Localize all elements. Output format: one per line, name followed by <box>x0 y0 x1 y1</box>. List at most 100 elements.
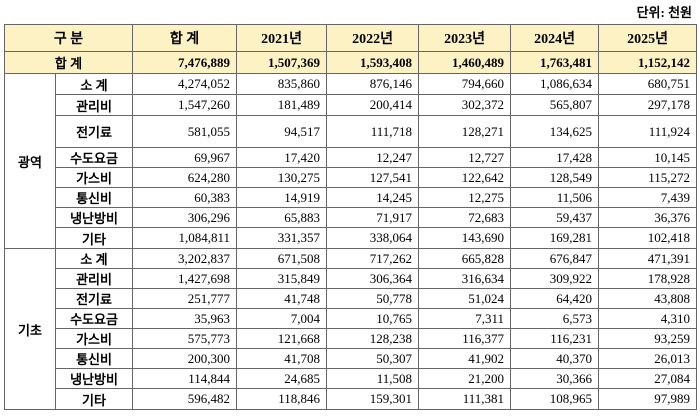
cell-value: 97,989 <box>598 388 698 410</box>
cell-value: 3,202,837 <box>132 248 238 269</box>
cell-value: 7,439 <box>598 187 698 208</box>
cell-value: 134,625 <box>510 115 600 148</box>
cell-value: 876,146 <box>326 73 420 95</box>
cell-value: 69,967 <box>132 147 238 168</box>
total-value: 1,593,408 <box>326 51 420 74</box>
cell-value: 302,372 <box>418 94 512 116</box>
data-row: 통신비 200,300 41,708 50,307 41,902 40,370 26,013 <box>5 348 698 369</box>
row-label: 통신비 <box>54 187 134 208</box>
data-row: 기타 1,084,811 331,357 338,064 143,690 169,281 1… <box>5 227 698 249</box>
cell-value: 108,965 <box>510 388 600 410</box>
cell-value: 4,274,052 <box>132 73 238 95</box>
cell-value: 102,418 <box>598 227 698 249</box>
row-label: 관리비 <box>54 268 134 289</box>
data-row: 냉난방비 306,296 65,883 71,917 72,683 59,437 36,37… <box>5 207 698 228</box>
cell-value: 115,272 <box>598 167 698 188</box>
cell-value: 36,376 <box>598 207 698 228</box>
cell-value: 6,573 <box>510 308 600 329</box>
header-cell: 구 분 <box>3 24 134 52</box>
cell-value: 10,765 <box>326 308 420 329</box>
cell-value: 111,924 <box>598 115 698 148</box>
row-label: 통신비 <box>54 348 134 369</box>
cell-value: 7,004 <box>236 308 328 329</box>
cell-value: 41,708 <box>236 348 328 369</box>
cell-value: 12,275 <box>418 187 512 208</box>
cell-value: 316,634 <box>418 268 512 289</box>
cell-value: 27,084 <box>598 368 698 389</box>
data-row: 전기료 581,055 94,517 111,718 128,271 134,625 111… <box>5 115 698 148</box>
cell-value: 338,064 <box>326 227 420 249</box>
cell-value: 116,377 <box>418 328 512 349</box>
cell-value: 835,860 <box>236 73 328 95</box>
data-row: 관리비 1,427,698 315,849 306,364 316,634 309,922… <box>5 268 698 289</box>
data-row: 가스비 575,773 121,668 128,238 116,377 116,231 93… <box>5 328 698 349</box>
total-value: 1,152,142 <box>598 51 698 74</box>
data-row: 수도요금 69,967 17,420 12,247 12,727 17,428 10,145 <box>5 147 698 168</box>
cell-value: 111,381 <box>418 388 512 410</box>
cell-value: 1,084,811 <box>132 227 238 249</box>
cell-value: 178,928 <box>598 268 698 289</box>
cell-value: 306,364 <box>326 268 420 289</box>
row-label: 관리비 <box>54 94 134 116</box>
cell-value: 794,660 <box>418 73 512 95</box>
data-row: 수도요금 35,963 7,004 10,765 7,311 6,573 4,310 <box>5 308 698 329</box>
cell-value: 251,777 <box>132 288 238 309</box>
total-value: 1,763,481 <box>510 51 600 74</box>
cell-value: 11,506 <box>510 187 600 208</box>
cell-value: 114,844 <box>132 368 238 389</box>
row-label: 기타 <box>54 227 134 249</box>
cell-value: 671,508 <box>236 248 328 269</box>
cell-value: 118,846 <box>236 388 328 410</box>
header-cell: 2022년 <box>326 24 420 52</box>
data-row: 전기료 251,777 41,748 50,778 51,024 64,420 43,808 <box>5 288 698 309</box>
cell-value: 7,311 <box>418 308 512 329</box>
cell-value: 26,013 <box>598 348 698 369</box>
row-label: 소 계 <box>54 248 134 269</box>
cell-value: 309,922 <box>510 268 600 289</box>
group-label: 기초 <box>4 248 56 410</box>
cell-value: 17,420 <box>236 147 328 168</box>
cell-value: 94,517 <box>236 115 328 148</box>
total-row: 합 계 7,476,889 1,507,369 1,593,408 1,460,489 1… <box>3 51 698 74</box>
cell-value: 40,370 <box>510 348 600 369</box>
cell-value: 12,727 <box>418 147 512 168</box>
group-label: 광역 <box>4 73 56 249</box>
cell-value: 665,828 <box>418 248 512 269</box>
cell-value: 11,508 <box>326 368 420 389</box>
cell-value: 315,849 <box>236 268 328 289</box>
cell-value: 122,642 <box>418 167 512 188</box>
cell-value: 1,086,634 <box>510 73 600 95</box>
cell-value: 143,690 <box>418 227 512 249</box>
cell-value: 14,245 <box>326 187 420 208</box>
cell-value: 121,668 <box>236 328 328 349</box>
cell-value: 116,231 <box>510 328 600 349</box>
data-row: 관리비 1,547,260 181,489 200,414 302,372 565,807… <box>5 94 698 116</box>
cell-value: 64,420 <box>510 288 600 309</box>
cell-value: 4,310 <box>598 308 698 329</box>
cell-value: 10,145 <box>598 147 698 168</box>
cell-value: 71,917 <box>326 207 420 228</box>
data-row: 광역 소 계 4,274,052 835,860 876,146 794,660 1,086… <box>4 73 698 249</box>
cell-value: 128,271 <box>418 115 512 148</box>
cell-value: 130,275 <box>236 167 328 188</box>
cell-value: 596,482 <box>132 388 238 410</box>
data-row: 냉난방비 114,844 24,685 11,508 21,200 30,366 27,08… <box>5 368 698 389</box>
cell-value: 676,847 <box>510 248 600 269</box>
header-cell: 합 계 <box>132 24 238 52</box>
cell-value: 43,808 <box>598 288 698 309</box>
cell-value: 1,547,260 <box>132 94 238 116</box>
row-label: 냉난방비 <box>54 207 134 228</box>
cell-value: 297,178 <box>598 94 698 116</box>
row-label: 수도요금 <box>54 308 134 329</box>
cell-value: 1,427,698 <box>132 268 238 289</box>
cell-value: 200,414 <box>326 94 420 116</box>
cell-value: 471,391 <box>598 248 698 269</box>
cell-value: 30,366 <box>510 368 600 389</box>
data-row: 기타 596,482 118,846 159,301 111,381 108,965 97,… <box>5 388 698 410</box>
cell-value: 581,055 <box>132 115 238 148</box>
row-label: 냉난방비 <box>54 368 134 389</box>
total-label: 합 계 <box>3 51 134 74</box>
